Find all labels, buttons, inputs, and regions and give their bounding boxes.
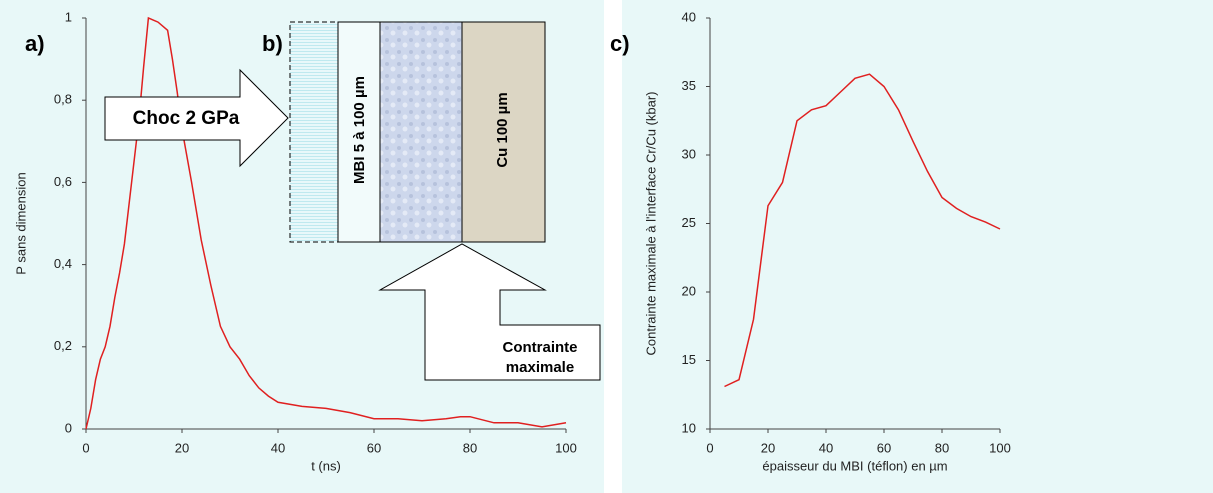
x-tick-label: 100 xyxy=(989,440,1011,455)
layer-substrate xyxy=(289,21,339,243)
shock-arrow xyxy=(104,68,289,168)
x-tick-label: 20 xyxy=(761,440,775,455)
y-tick-label: 10 xyxy=(682,420,696,435)
stress-label: maximale xyxy=(506,359,574,376)
x-tick-label: 80 xyxy=(935,440,949,455)
y-tick-label: 0 xyxy=(65,420,72,435)
x-tick-label: 100 xyxy=(555,440,577,455)
y-tick-label: 15 xyxy=(682,352,696,367)
layer-cu xyxy=(461,21,546,243)
y-tick-label: 35 xyxy=(682,78,696,93)
stress-label: Contrainte xyxy=(503,339,578,356)
x-tick-label: 0 xyxy=(706,440,713,455)
data-line xyxy=(724,73,1001,388)
x-axis-label: épaisseur du MBI (téflon) en µm xyxy=(762,458,947,473)
x-tick-label: 80 xyxy=(463,440,477,455)
y-tick-label: 0,8 xyxy=(54,92,72,107)
panel-label: c) xyxy=(610,31,630,56)
panel-label: b) xyxy=(262,31,283,56)
layer-mbi xyxy=(337,21,381,243)
x-tick-label: 60 xyxy=(367,440,381,455)
panel-label: a) xyxy=(25,31,45,56)
diagram: MBI 5 à 100 µm Cu 100 µm Choc 2 GPa Cont… xyxy=(104,21,601,381)
x-tick-label: 20 xyxy=(175,440,189,455)
stress-arrow xyxy=(378,243,601,381)
shock-label: Choc 2 GPa xyxy=(133,108,240,129)
y-tick-label: 0,2 xyxy=(54,338,72,353)
mbi-label: MBI 5 à 100 µm xyxy=(351,76,368,184)
layer-cr xyxy=(379,21,463,243)
y-tick-label: 25 xyxy=(682,215,696,230)
y-tick-label: 0,6 xyxy=(54,174,72,189)
x-tick-label: 60 xyxy=(877,440,891,455)
x-tick-label: 0 xyxy=(82,440,89,455)
x-tick-label: 40 xyxy=(819,440,833,455)
y-tick-label: 40 xyxy=(682,9,696,24)
y-axis-label: P sans dimension xyxy=(13,172,28,274)
x-axis-label: t (ns) xyxy=(311,458,341,473)
cu-label: Cu 100 µm xyxy=(494,92,511,167)
y-tick-label: 0,4 xyxy=(54,256,72,271)
y-tick-label: 30 xyxy=(682,146,696,161)
y-tick-label: 20 xyxy=(682,283,696,298)
y-axis-label: Contrainte maximale à l'interface Cr/Cu … xyxy=(643,91,658,355)
panel-c-bg xyxy=(622,0,1213,493)
data-line xyxy=(85,16,567,430)
x-tick-label: 40 xyxy=(271,440,285,455)
y-tick-label: 1 xyxy=(65,9,72,24)
